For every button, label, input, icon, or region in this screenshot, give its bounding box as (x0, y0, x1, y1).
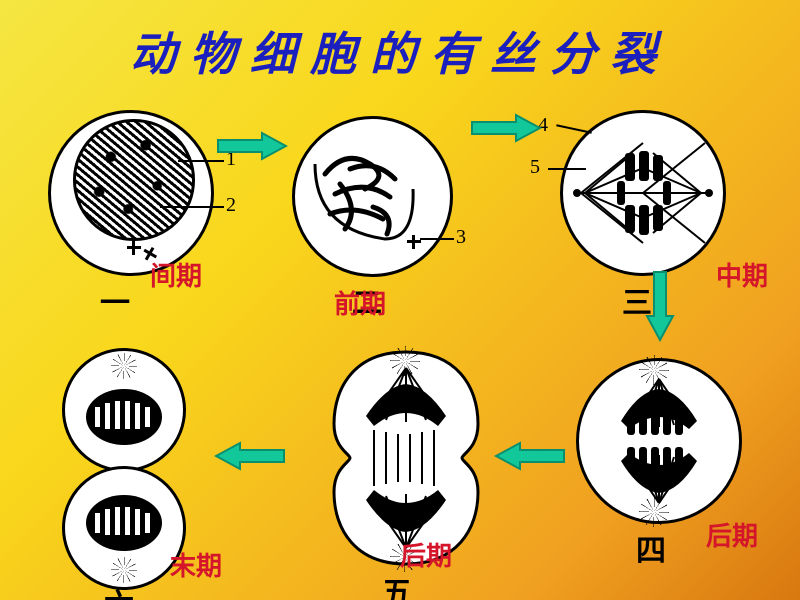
page-title: 动物细胞的有丝分裂 (0, 18, 800, 84)
aster-icon (639, 497, 669, 527)
numeral-four: 四 (636, 526, 666, 570)
cell-metaphase (560, 110, 726, 276)
numeral-six: 六 (104, 580, 134, 600)
numeral-one: 一 (100, 278, 130, 322)
prophase-contents (295, 119, 450, 274)
arrow-icon (644, 270, 676, 342)
aster-icon (111, 353, 137, 379)
annotation-2: 2 (226, 194, 236, 217)
phase-metaphase: 中期 (716, 256, 768, 293)
leader-line (420, 238, 454, 240)
nucleus (73, 119, 194, 240)
arrow-icon (216, 130, 288, 162)
centriole-icon (407, 235, 421, 249)
cell-interphase (48, 110, 214, 276)
phase-telophase: 末期 (170, 546, 222, 583)
cell-anaphase (576, 358, 742, 524)
aster-icon (639, 355, 669, 385)
leader-line (160, 206, 224, 208)
leader-line (548, 168, 586, 170)
phase-prophase: 前期 (334, 284, 386, 321)
aster-icon (390, 346, 420, 376)
phase-interphase: 间期 (150, 256, 202, 293)
cell-prophase (292, 116, 453, 277)
arrow-icon (470, 112, 542, 144)
cell-telophase (62, 348, 186, 590)
phase-anaphase: 后期 (706, 516, 758, 553)
annotation-3: 3 (456, 226, 466, 249)
centriole-icon (127, 241, 141, 255)
annotation-5: 5 (530, 156, 540, 179)
arrow-icon (214, 440, 286, 472)
phase-late-anaphase: 后期 (400, 536, 452, 573)
metaphase-spindle (563, 113, 723, 273)
arrow-icon (494, 440, 566, 472)
